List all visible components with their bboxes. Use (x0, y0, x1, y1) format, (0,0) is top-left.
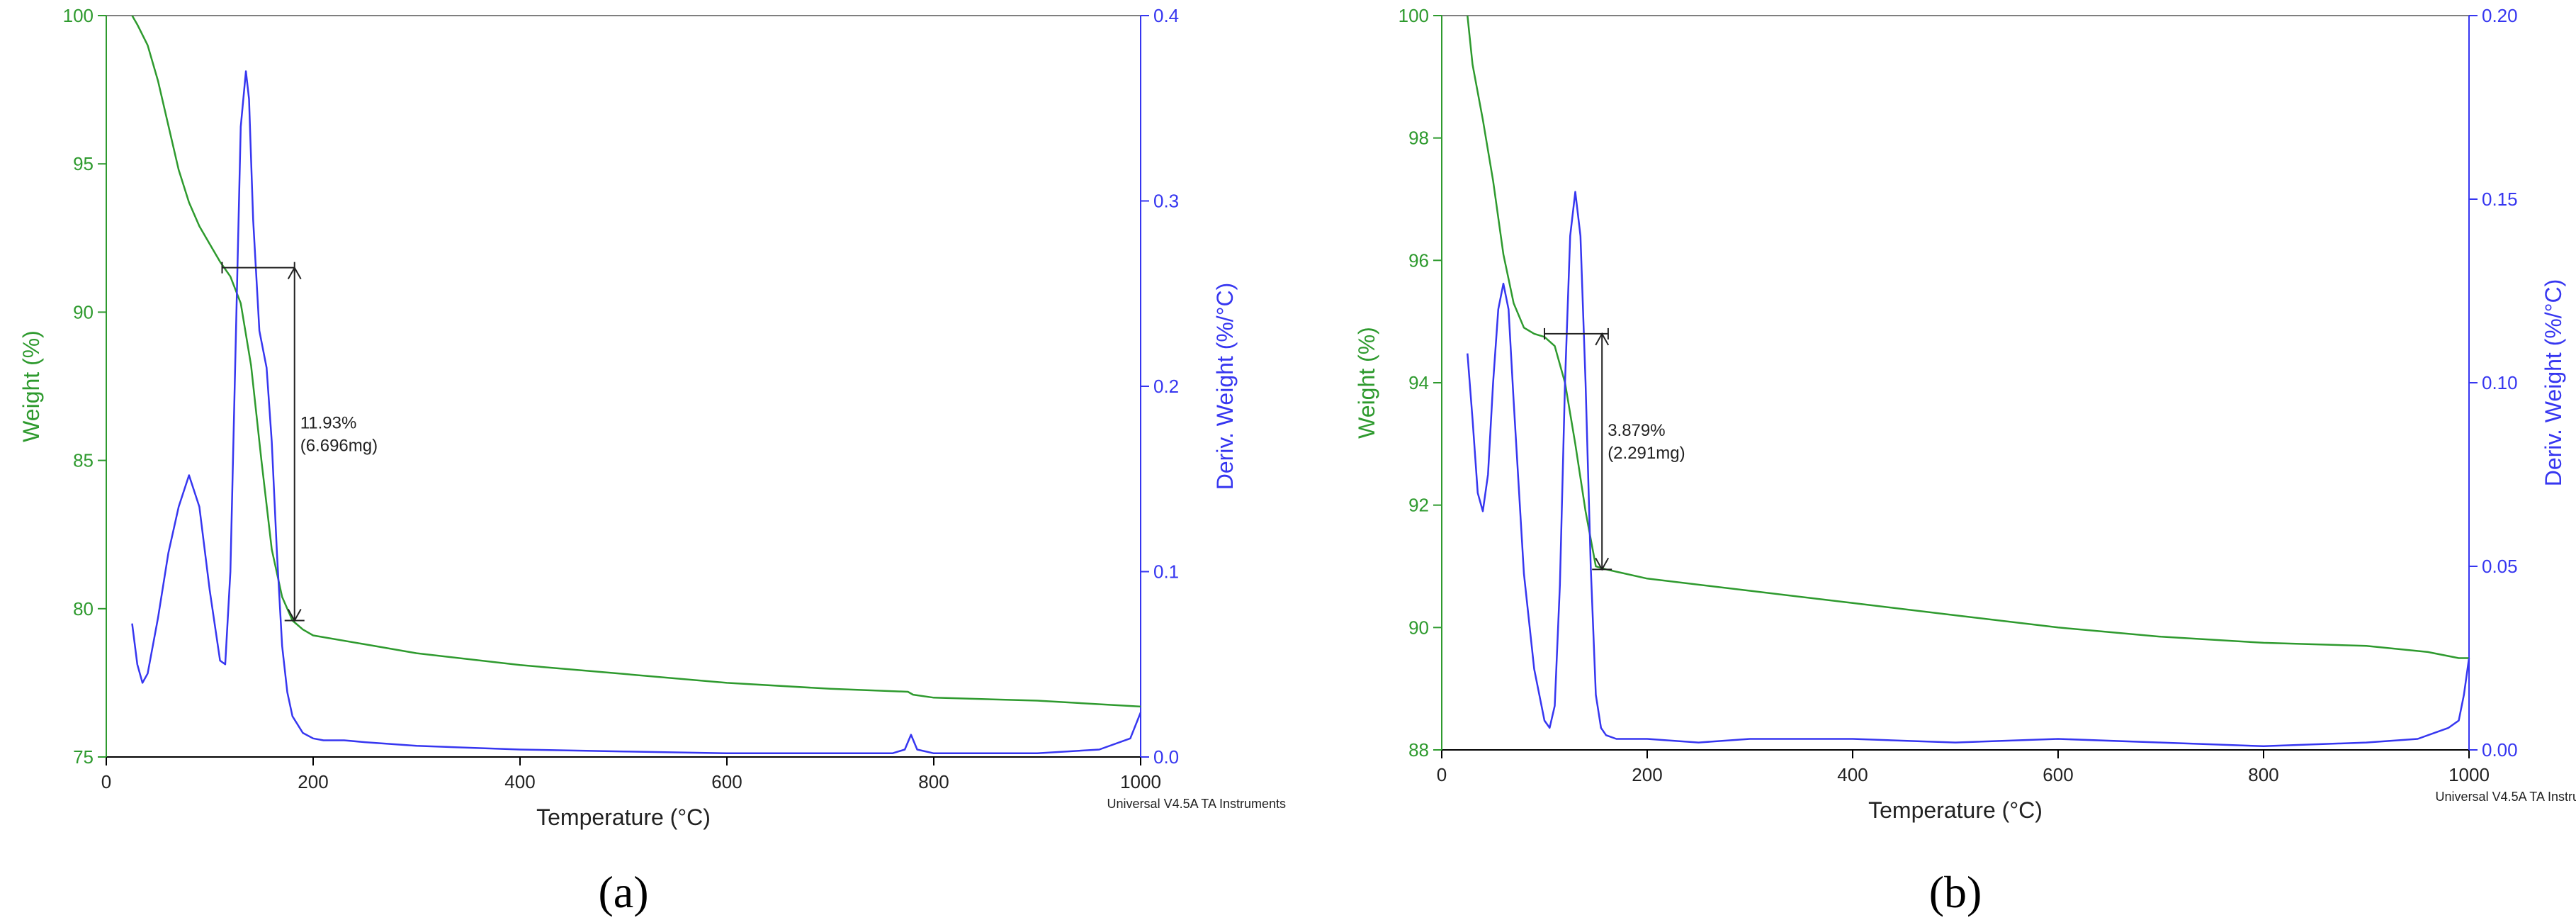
y-tick-label-left: 96 (1408, 249, 1429, 271)
y-tick-label-left: 80 (73, 598, 94, 619)
y-tick-label-left: 85 (73, 450, 94, 471)
y-tick-label-left: 98 (1408, 128, 1429, 149)
x-tick-label: 400 (504, 771, 535, 792)
x-tick-label: 200 (1632, 764, 1662, 785)
y-tick-label-left: 100 (1399, 5, 1429, 26)
y-tick-label-left: 75 (73, 746, 94, 768)
x-tick-label: 0 (101, 771, 111, 792)
y-tick-label-right: 0.20 (2482, 5, 2518, 26)
chart-a: 0 200 400 600 800 1000 75 80 85 90 95 100 0.0 0.1 0.2 0… (18, 5, 1286, 917)
y-axis-left-title: Weight (%) (1354, 327, 1379, 439)
x-tick-label: 200 (298, 771, 328, 792)
x-tick-label: 400 (1837, 764, 1868, 785)
y-tick-label-left: 100 (63, 5, 94, 26)
y-axis-left-title: Weight (%) (18, 330, 44, 442)
annotation-mass: (6.696mg) (300, 437, 378, 456)
y-tick-label-left: 94 (1408, 372, 1429, 393)
panel-label: (b) (1929, 867, 1982, 917)
y-tick-label-right: 0.3 (1153, 191, 1179, 212)
derivative-curve (131, 70, 1142, 755)
x-tick-label: 600 (711, 771, 742, 792)
y-tick-label-right: 0.15 (2482, 189, 2518, 210)
x-tick-label: 800 (918, 771, 949, 792)
y-axis-right-title: Deriv. Weight (%/°C) (1212, 283, 1238, 490)
x-tick-label: 1000 (1120, 771, 1161, 792)
weight-curve (131, 15, 1141, 708)
y-tick-label-left: 88 (1408, 739, 1429, 761)
y-tick-label-right: 0.4 (1153, 5, 1179, 26)
annotation-arrowhead-up (1595, 332, 1610, 346)
weight-curve (1467, 15, 2469, 659)
x-axis-title: Temperature (°C) (1868, 797, 2043, 823)
y-tick-label-left: 90 (73, 301, 94, 322)
y-tick-label-left: 92 (1408, 495, 1429, 516)
chart-b: 0 200 400 600 800 1000 88 90 92 94 96 98 100 0.00 0.05… (1354, 5, 2576, 917)
x-tick-label: 1000 (2448, 764, 2490, 785)
annotation-percent: 3.879% (1608, 421, 1665, 440)
y-tick-label-left: 90 (1408, 617, 1429, 638)
y-tick-label-right: 0.1 (1153, 561, 1179, 583)
y-tick-label-right: 0.00 (2482, 739, 2518, 761)
panel-label: (a) (598, 867, 648, 917)
y-tick-label-left: 95 (73, 153, 94, 174)
x-tick-label: 800 (2248, 764, 2278, 785)
y-axis-right-title: Deriv. Weight (%/°C) (2541, 279, 2566, 487)
x-axis-title: Temperature (°C) (536, 804, 711, 830)
x-tick-label: 600 (2043, 764, 2073, 785)
annotation-arrowhead-up (287, 266, 302, 280)
y-tick-label-right: 0.05 (2482, 556, 2518, 577)
annotation-percent: 11.93% (300, 414, 357, 433)
y-tick-label-right: 0.10 (2482, 372, 2518, 393)
software-note: Universal V4.5A TA Instruments (1107, 797, 1286, 811)
x-tick-label: 0 (1437, 764, 1447, 785)
derivative-curve (1467, 191, 2470, 748)
y-tick-label-right: 0.2 (1153, 376, 1179, 397)
annotation-mass: (2.291mg) (1608, 444, 1685, 463)
software-note: Universal V4.5A TA Instruments (2436, 790, 2576, 804)
y-tick-label-right: 0.0 (1153, 746, 1179, 768)
